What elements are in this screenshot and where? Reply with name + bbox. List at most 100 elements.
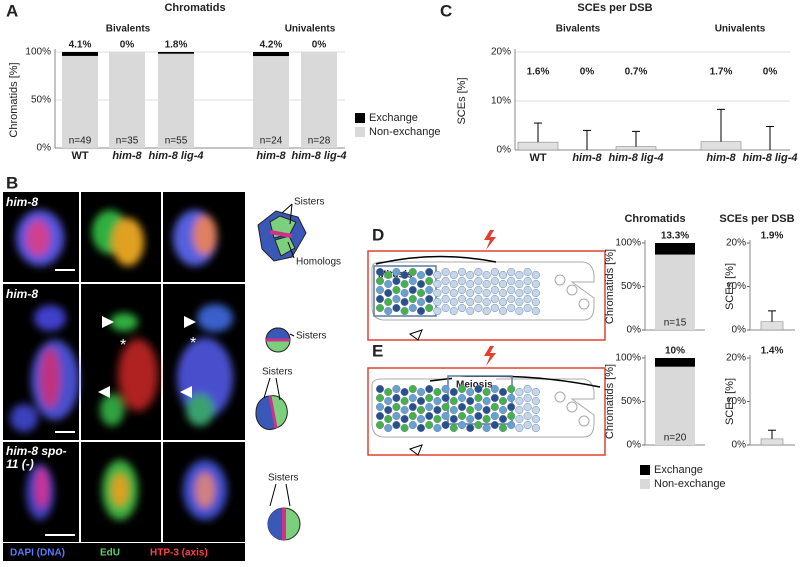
value-label: 1.4% xyxy=(761,346,784,357)
cell xyxy=(482,423,491,433)
cell xyxy=(449,423,458,433)
schematic-label: Sisters xyxy=(262,367,293,378)
group-label: Bivalents xyxy=(556,24,601,35)
cell xyxy=(507,411,516,421)
cell xyxy=(408,420,417,430)
cell xyxy=(449,297,458,307)
arrowhead xyxy=(98,386,110,398)
cell xyxy=(482,279,491,289)
cell xyxy=(416,414,426,424)
arrowhead xyxy=(102,316,114,328)
oocyte xyxy=(566,401,578,413)
n-label: n=15 xyxy=(664,318,687,329)
n-label: n=20 xyxy=(664,433,687,444)
gonad-diagrams: Mitosis Meiosis xyxy=(367,230,606,456)
cell xyxy=(400,270,409,280)
cell xyxy=(375,285,385,295)
cell xyxy=(482,405,491,415)
x-tick-label-box: him-8 xyxy=(112,150,141,162)
cell xyxy=(531,387,540,397)
chart-title: Chromatids xyxy=(164,2,225,14)
arrowhead xyxy=(184,316,196,328)
cell xyxy=(482,306,491,316)
cell xyxy=(498,423,508,433)
error-bar xyxy=(534,122,542,143)
cell xyxy=(482,270,491,280)
cell xyxy=(531,297,540,307)
cell xyxy=(384,270,393,280)
oocyte xyxy=(554,274,566,286)
cell xyxy=(507,402,516,412)
cell xyxy=(416,297,426,307)
cell xyxy=(457,276,467,286)
cell xyxy=(523,267,532,277)
channel-label: DAPI (DNA) xyxy=(10,548,65,559)
x-tick-label: WT xyxy=(71,150,89,162)
cell xyxy=(400,279,409,289)
y-tick-label: 50% xyxy=(31,95,51,106)
cell xyxy=(523,420,532,430)
x-tick-label: him-8 xyxy=(256,150,286,162)
cell xyxy=(490,303,499,313)
nuclei xyxy=(10,210,233,520)
channel-label: HTP-3 (axis) xyxy=(150,548,208,559)
n-label: n=49 xyxy=(69,136,92,147)
cell xyxy=(392,294,401,304)
cell xyxy=(400,387,409,397)
cell xyxy=(457,402,467,412)
bar xyxy=(760,438,784,446)
cell xyxy=(466,279,475,289)
cell xyxy=(384,414,393,424)
x-tick-label: him-8 xyxy=(572,152,602,164)
value-label: 0% xyxy=(763,67,778,78)
cell xyxy=(392,384,401,394)
value-label: 13.3% xyxy=(661,231,689,242)
cell xyxy=(449,279,458,289)
cell xyxy=(441,411,450,421)
cell xyxy=(400,396,409,406)
cell xyxy=(375,294,385,304)
x-tick-label-box: him-8 xyxy=(572,152,602,164)
cell xyxy=(392,420,401,430)
cell xyxy=(392,402,401,412)
cell xyxy=(400,405,409,415)
cell xyxy=(408,411,417,421)
cell xyxy=(474,411,483,421)
value-label: 1.6% xyxy=(527,67,550,78)
value-label: 1.7% xyxy=(710,67,733,78)
cell xyxy=(457,285,467,295)
cell xyxy=(482,387,491,397)
gonad-outline xyxy=(371,378,595,438)
chart-title: Chromatids xyxy=(624,213,685,225)
oocyte xyxy=(566,284,578,296)
x-tick-label-box: him-8 lig-4 xyxy=(742,152,797,164)
cell xyxy=(515,396,524,406)
bar xyxy=(517,141,559,151)
x-tick-label-box: him-8 lig-4 xyxy=(291,150,346,162)
cell xyxy=(482,414,491,424)
diagram-frame xyxy=(367,367,606,456)
cell xyxy=(531,306,540,316)
bar-segment xyxy=(109,52,145,148)
cell xyxy=(490,393,499,403)
cell xyxy=(498,270,508,280)
cell xyxy=(384,297,393,307)
cell xyxy=(433,306,442,316)
error-bar xyxy=(766,125,774,150)
cell xyxy=(416,387,426,397)
cell xyxy=(466,270,475,280)
cell xyxy=(523,303,532,313)
cell xyxy=(507,303,516,313)
cell xyxy=(507,276,516,286)
cell xyxy=(408,393,417,403)
cell xyxy=(375,303,385,313)
y-tick-label: 20% xyxy=(491,47,511,58)
bar-segment xyxy=(62,55,98,148)
legend-label: Non-exchange xyxy=(654,478,726,490)
cell xyxy=(531,423,540,433)
y-tick-label: 0% xyxy=(732,325,747,336)
diagram-frame xyxy=(367,250,606,341)
cell xyxy=(490,402,499,412)
cell xyxy=(425,294,434,304)
cell xyxy=(375,420,385,430)
